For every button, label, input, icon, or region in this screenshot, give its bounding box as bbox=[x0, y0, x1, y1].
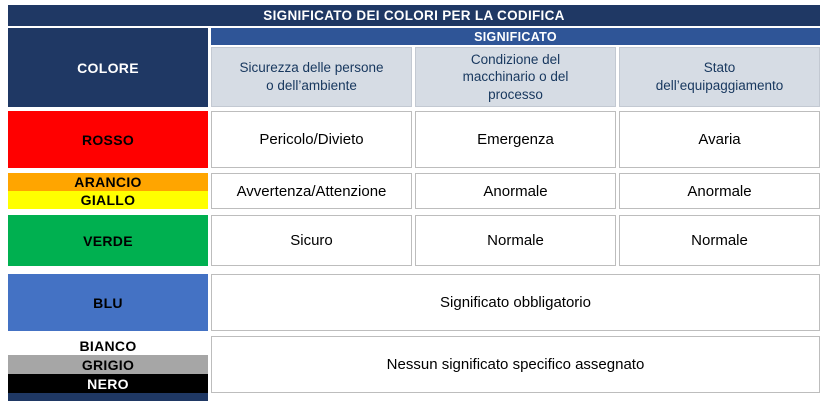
row-blu: BLU Significato obbligatorio bbox=[8, 274, 820, 331]
cell-arancio-stato: Anormale bbox=[619, 173, 820, 209]
color-band-giallo: GIALLO bbox=[8, 191, 208, 209]
cell-verde-condizione: Normale bbox=[415, 215, 616, 266]
color-band-blu: BLU bbox=[8, 274, 208, 331]
cell-arancio-condizione: Anormale bbox=[415, 173, 616, 209]
subheader-row: Sicurezza delle persone o dell’ambiente … bbox=[211, 47, 820, 107]
cell-rosso-sicurezza: Pericolo/Divieto bbox=[211, 111, 412, 168]
cell-arancio-sicurezza: Avvertenza/Attenzione bbox=[211, 173, 412, 209]
cell-nessun-significato-span: Nessun significato specifico assegnato bbox=[211, 336, 820, 393]
color-band-verde: VERDE bbox=[8, 215, 208, 266]
row-rosso: ROSSO Pericolo/Divieto Emergenza Avaria bbox=[8, 111, 820, 168]
cell-verde-sicurezza: Sicuro bbox=[211, 215, 412, 266]
row-bianco-grigio-nero: BIANCO GRIGIO NERO Nessun significato sp… bbox=[8, 336, 820, 393]
significato-header-group: SIGNIFICATO Sicurezza delle persone o de… bbox=[211, 28, 820, 107]
table-header: COLORE SIGNIFICATO Sicurezza delle perso… bbox=[8, 28, 820, 107]
column-header-condizione: Condizione del macchinario o del process… bbox=[415, 47, 616, 107]
colore-column-header: COLORE bbox=[8, 28, 208, 107]
row-verde: VERDE Sicuro Normale Normale bbox=[8, 215, 820, 266]
color-band-bianco: BIANCO bbox=[8, 336, 208, 355]
color-label-stack: BIANCO GRIGIO NERO bbox=[8, 336, 208, 393]
cell-blu-span: Significato obbligatorio bbox=[211, 274, 820, 331]
color-band-nero: NERO bbox=[8, 374, 208, 393]
row-arancio-giallo: ARANCIO GIALLO Avvertenza/Attenzione Ano… bbox=[8, 173, 820, 209]
cell-verde-stato: Normale bbox=[619, 215, 820, 266]
color-band-rosso: ROSSO bbox=[8, 111, 208, 168]
color-label-stack: VERDE bbox=[8, 215, 208, 266]
color-band-arancio: ARANCIO bbox=[8, 173, 208, 191]
column-header-sicurezza: Sicurezza delle persone o dell’ambiente bbox=[211, 47, 412, 107]
table-title: SIGNIFICATO DEI COLORI PER LA CODIFICA bbox=[8, 5, 820, 26]
color-label-stack: ARANCIO GIALLO bbox=[8, 173, 208, 209]
column-header-stato: Stato dell’equipaggiamento bbox=[619, 47, 820, 107]
color-band-grigio: GRIGIO bbox=[8, 355, 208, 374]
significato-header: SIGNIFICATO bbox=[211, 28, 820, 45]
bottom-navy-strip bbox=[8, 393, 208, 401]
cell-rosso-condizione: Emergenza bbox=[415, 111, 616, 168]
cell-rosso-stato: Avaria bbox=[619, 111, 820, 168]
color-label-stack: BLU bbox=[8, 274, 208, 331]
color-label-stack: ROSSO bbox=[8, 111, 208, 168]
